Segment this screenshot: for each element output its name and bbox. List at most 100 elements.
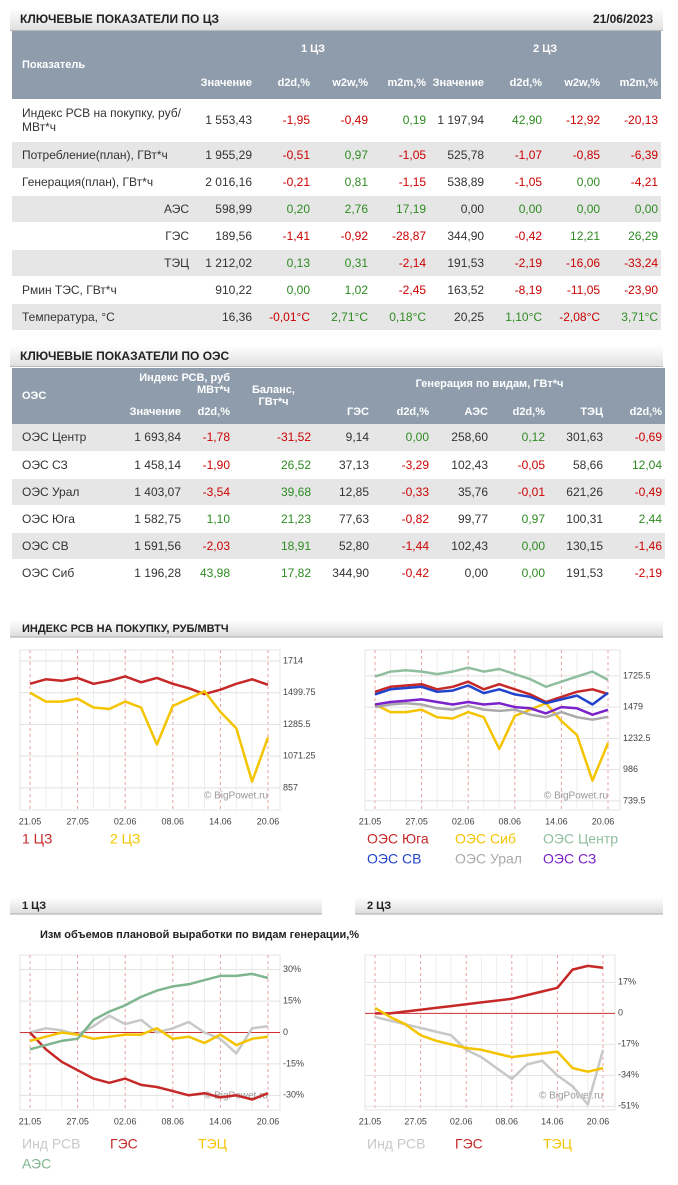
table-cell: 42,90	[487, 99, 546, 142]
table-cell: -0,85	[545, 141, 604, 169]
table-row: Генерация(план), ГВт*ч 2 016,16 -0,21 0,81-…	[12, 168, 662, 196]
legend-label: Инд РСВ	[367, 1136, 425, 1152]
legend-label: ГЭС	[110, 1136, 138, 1152]
table-cell: 3,71°C	[603, 303, 662, 331]
y-tick-label: 1285.5	[283, 719, 311, 729]
section-bar	[10, 897, 322, 914]
y-tick-label: 17%	[618, 977, 636, 987]
y-tick-label: 1479	[623, 702, 643, 712]
table-cell: 258,60	[432, 424, 491, 452]
row-label: ОЭС Центр	[12, 424, 112, 452]
table-cell: 52,80	[314, 532, 372, 560]
chart-subtitle: Изм объемов плановой выработки по видам …	[40, 929, 359, 941]
table-cell: 1 196,28	[112, 559, 184, 587]
table-cell: -0,05	[491, 451, 548, 479]
x-tick-label: 08.06	[162, 1116, 185, 1126]
table-cell: -1,07	[487, 141, 546, 169]
x-tick-label: 20.06	[257, 1116, 280, 1126]
table-cell: 0,97	[491, 505, 548, 533]
table-cell: 0,97	[313, 141, 371, 169]
column-header: d2d,%	[487, 67, 546, 99]
x-tick-label: 14.06	[209, 1116, 232, 1126]
x-tick-label: 27.05	[66, 1116, 89, 1126]
table-cell: 35,76	[432, 478, 491, 506]
table-cell: 1 403,07	[112, 478, 184, 506]
table-cell: 9,14	[314, 424, 372, 452]
table-cell: 0,00	[491, 559, 548, 587]
row-label: Потребление(план), ГВт*ч	[12, 141, 197, 169]
y-tick-label: 739.5	[623, 795, 646, 805]
y-tick-label: 1714	[283, 655, 303, 665]
table-cell: 1 955,29	[197, 141, 255, 169]
series-line	[374, 680, 609, 704]
table-cell: 58,66	[548, 451, 606, 479]
table-cell: -12,92	[545, 99, 604, 142]
table-cell: 37,13	[314, 451, 372, 479]
column-header: ТЭЦ	[548, 400, 606, 424]
section-header: КЛЮЧЕВЫЕ ПОКАЗАТЕЛИ ПО ОЭС	[10, 346, 663, 367]
table-cell: -2,45	[371, 276, 430, 304]
table-cell: -1,44	[372, 532, 432, 560]
x-tick-label: 21.05	[19, 1116, 42, 1126]
table-cell: 17,82	[233, 559, 314, 587]
table-cell: 100,31	[548, 505, 606, 533]
group-header: Индекс РСВ, руб МВт*ч	[112, 368, 233, 400]
table-cell: -3,54	[184, 478, 233, 506]
x-tick-label: 02.06	[114, 816, 137, 826]
table-row: ОЭС Юга 1 582,75 1,10 21,23 77,63 -0,82 99,77 0…	[12, 505, 666, 533]
x-tick-label: 02.06	[114, 1116, 137, 1126]
series-line	[374, 666, 609, 689]
table-cell: 12,04	[606, 451, 666, 479]
table-cell: 130,15	[548, 532, 606, 560]
table-cell: 0,12	[491, 424, 548, 452]
x-tick-label: 21.05	[359, 1116, 382, 1126]
table-cell: -23,90	[603, 276, 662, 304]
header-row: Значение d2d,% ГЭС d2d,% АЭС d2d,% ТЭЦ d2d,%	[12, 400, 666, 424]
table-cell: 1 553,43	[197, 99, 255, 142]
y-tick-label: 30%	[283, 964, 301, 974]
table-cell: 0,00	[372, 424, 432, 452]
column-header: w2w,%	[313, 67, 371, 99]
y-tick-label: 986	[623, 764, 638, 774]
table-cell: 99,77	[432, 505, 491, 533]
cz-table: Показатель 1 ЦЗ 2 ЦЗ Значение d2d,% w2w,% m2m,…	[12, 31, 662, 331]
x-tick-label: 02.06	[452, 816, 475, 826]
column-header: d2d,%	[255, 67, 313, 99]
table-cell: 12,85	[314, 478, 372, 506]
series-line	[29, 675, 269, 696]
table-cell: 1,10	[184, 505, 233, 533]
row-label: АЭС	[12, 195, 197, 223]
column-header: d2d,%	[372, 400, 432, 424]
table-cell: 191,53	[429, 249, 488, 277]
y-tick-label: 857	[283, 782, 298, 792]
column-header: d2d,%	[184, 400, 233, 424]
table-cell: -0,01°C	[255, 303, 313, 331]
header-row: Показатель 1 ЦЗ 2 ЦЗ	[12, 31, 662, 99]
header-cell: ОЭС	[12, 368, 112, 424]
x-tick-label: 27.05	[66, 816, 89, 826]
y-tick-label: 15%	[283, 995, 301, 1005]
row-label: Генерация(план), ГВт*ч	[12, 168, 197, 196]
table-row: Рмин ТЭС, ГВт*ч 910,22 0,00 1,02 -2,45 163,52…	[12, 276, 662, 304]
series-line	[374, 701, 610, 782]
row-label: Индекс РСВ на покупку, руб/МВт*ч	[12, 99, 197, 142]
y-tick-label: -30%	[283, 1090, 304, 1100]
table-cell: -1,78	[184, 424, 233, 452]
table-cell: 910,22	[197, 276, 255, 304]
table-cell: 301,63	[548, 424, 606, 452]
table-cell: -0,01	[491, 478, 548, 506]
column-header: АЭС	[432, 400, 491, 424]
legend-label: ОЭС СВ	[367, 851, 421, 867]
column-header: Значение	[429, 67, 488, 99]
group-header: Генерация по видам, ГВт*ч	[314, 368, 666, 400]
series-line	[29, 689, 270, 783]
y-tick-label: -34%	[618, 1070, 639, 1080]
table-cell: -0,42	[372, 559, 432, 587]
table-cell: 0,00	[487, 195, 546, 223]
x-tick-label: 14.06	[209, 816, 232, 826]
column-header: m2m,%	[603, 67, 662, 99]
x-tick-label: 14.06	[545, 816, 568, 826]
x-tick-label: 20.06	[587, 1116, 610, 1126]
